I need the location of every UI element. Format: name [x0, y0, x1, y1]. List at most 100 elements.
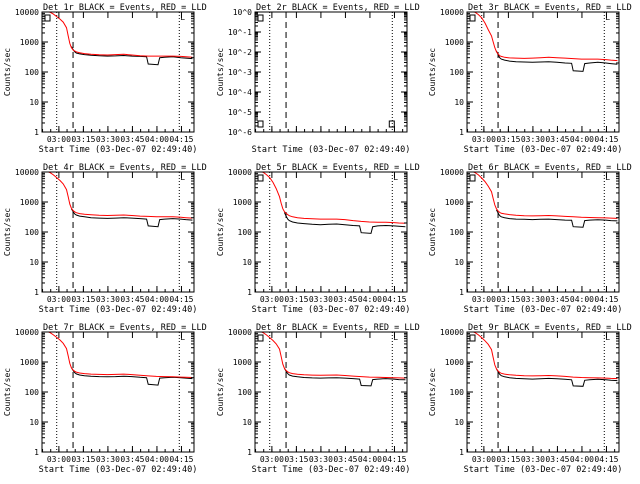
x-tick-label: 03:00 — [472, 455, 496, 464]
series-group — [42, 332, 193, 386]
panel-title: Det 8r BLACK = Events, RED = LLD — [256, 323, 420, 333]
panel-title: Det 5r BLACK = Events, RED = LLD — [256, 163, 420, 173]
x-axis-label: Start Time (03-Dec-07 02:49:40) — [39, 465, 198, 475]
y-tick-label: 1000 — [20, 358, 39, 367]
series-events — [495, 368, 618, 387]
y-tick-label: 10^-4 — [228, 88, 252, 97]
x-tick-label: 04:15 — [594, 135, 618, 144]
y-tick-label: 10 — [29, 258, 39, 267]
x-tick-label: 04:00 — [358, 455, 382, 464]
plot-frame — [254, 331, 408, 453]
y-tick-label: 100 — [25, 68, 40, 77]
panel-det-7r: Det 7r BLACK = Events, RED = LLD 1 10 100 10… — [3, 323, 207, 475]
series-events — [283, 367, 406, 387]
series-group — [42, 12, 193, 66]
x-tick-label: 04:00 — [570, 295, 594, 304]
x-tick-label: 03:30 — [96, 295, 120, 304]
series-events — [495, 209, 618, 228]
panel-det-8r: Det 8r BLACK = Events, RED = LLD 1 10 100 10… — [216, 323, 420, 475]
panel-title: Det 3r BLACK = Events, RED = LLD — [468, 3, 632, 13]
y-tick-label: 1 — [247, 448, 252, 457]
y-tick-label: 1000 — [445, 198, 464, 207]
panel-det-2r: Det 2r BLACK = Events, RED = LLD 10^-6 10^… — [216, 3, 420, 155]
x-tick-label: 03:15 — [284, 455, 308, 464]
x-tick-label: 03:30 — [521, 455, 545, 464]
y-tick-label: 1 — [459, 288, 464, 297]
x-tick-label: 04:00 — [570, 135, 594, 144]
plot-frame — [41, 171, 195, 293]
y-tick-label: 100 — [238, 228, 253, 237]
panel-title: Det 1r BLACK = Events, RED = LLD — [43, 3, 207, 13]
x-tick-label: 03:30 — [96, 455, 120, 464]
series-events — [70, 208, 193, 228]
corner-box-marker — [469, 14, 476, 22]
y-tick-label: 10000 — [440, 328, 464, 337]
series-lld — [467, 332, 618, 380]
x-tick-label: 03:00 — [472, 135, 496, 144]
x-tick-label: 03:45 — [545, 455, 569, 464]
x-tick-label: 04:00 — [145, 135, 169, 144]
x-tick-label: 03:00 — [47, 455, 71, 464]
x-tick-label: 03:00 — [260, 455, 284, 464]
series-lld — [467, 12, 618, 62]
y-tick-label: 1000 — [233, 358, 252, 367]
x-tick-label: 03:00 — [47, 135, 71, 144]
panel-det-9r: Det 9r BLACK = Events, RED = LLD 1 10 100 10… — [428, 323, 632, 475]
y-tick-label: 10^-5 — [228, 108, 252, 117]
y-axis-label: Counts/sec — [3, 208, 12, 256]
series-group — [467, 12, 618, 72]
series-events — [283, 212, 406, 234]
y-axis-label: Counts/sec — [3, 368, 12, 416]
l-flag-marker: L — [180, 13, 185, 22]
l-flag-marker: L — [605, 173, 610, 182]
series-group — [467, 332, 618, 387]
panel-det-1r: Det 1r BLACK = Events, RED = LLD 1 10 100 10… — [3, 3, 207, 155]
x-axis-label: Start Time (03-Dec-07 02:49:40) — [252, 465, 411, 475]
x-tick-label: 03:15 — [284, 295, 308, 304]
panel-det-4r: Det 4r BLACK = Events, RED = LLD 1 10 100 10… — [3, 163, 207, 315]
x-axis-label: Start Time (03-Dec-07 02:49:40) — [464, 305, 623, 315]
y-tick-label: 1 — [459, 128, 464, 137]
y-axis-label: Counts/sec — [428, 48, 437, 96]
y-tick-label: 10 — [454, 98, 464, 107]
y-tick-label: 10 — [454, 418, 464, 427]
panel-title: Det 2r BLACK = Events, RED = LLD — [256, 3, 420, 13]
y-tick-label: 1 — [34, 128, 39, 137]
x-tick-label: 03:30 — [309, 295, 333, 304]
x-tick-label: 03:15 — [496, 455, 520, 464]
x-tick-label: 03:45 — [333, 455, 357, 464]
y-tick-label: 1000 — [445, 38, 464, 47]
x-tick-label: 04:00 — [145, 455, 169, 464]
series-lld — [255, 172, 406, 224]
plot-frame — [466, 331, 620, 453]
l-flag-marker: L — [393, 333, 398, 342]
y-tick-label: 10000 — [228, 168, 252, 177]
plot-frame — [41, 11, 195, 133]
x-tick-label: 04:15 — [594, 455, 618, 464]
x-tick-label: 04:00 — [570, 455, 594, 464]
series-group — [255, 332, 406, 387]
x-axis-label: Start Time (03-Dec-07 02:49:40) — [252, 305, 411, 315]
y-tick-label: 10000 — [440, 8, 464, 17]
y-tick-label: 1000 — [20, 38, 39, 47]
series-lld — [42, 172, 193, 219]
corner-box-marker — [257, 174, 264, 182]
y-tick-label: 10^-3 — [228, 68, 252, 77]
y-tick-label: 10000 — [228, 328, 252, 337]
y-tick-label: 1 — [34, 288, 39, 297]
x-tick-label: 03:45 — [333, 295, 357, 304]
x-tick-label: 04:15 — [382, 295, 406, 304]
x-axis-label: Start Time (03-Dec-07 02:49:40) — [252, 145, 411, 155]
x-tick-label: 03:30 — [521, 295, 545, 304]
panel-det-5r: Det 5r BLACK = Events, RED = LLD 1 10 100 10… — [216, 163, 420, 315]
y-tick-label: 10 — [242, 418, 252, 427]
y-tick-label: 100 — [25, 228, 40, 237]
y-tick-label: 1 — [459, 448, 464, 457]
plot-frame — [41, 331, 195, 453]
y-axis-label: Counts/sec — [3, 48, 12, 96]
x-tick-label: 04:00 — [145, 295, 169, 304]
y-tick-label: 100 — [238, 388, 253, 397]
x-tick-label: 03:30 — [96, 135, 120, 144]
